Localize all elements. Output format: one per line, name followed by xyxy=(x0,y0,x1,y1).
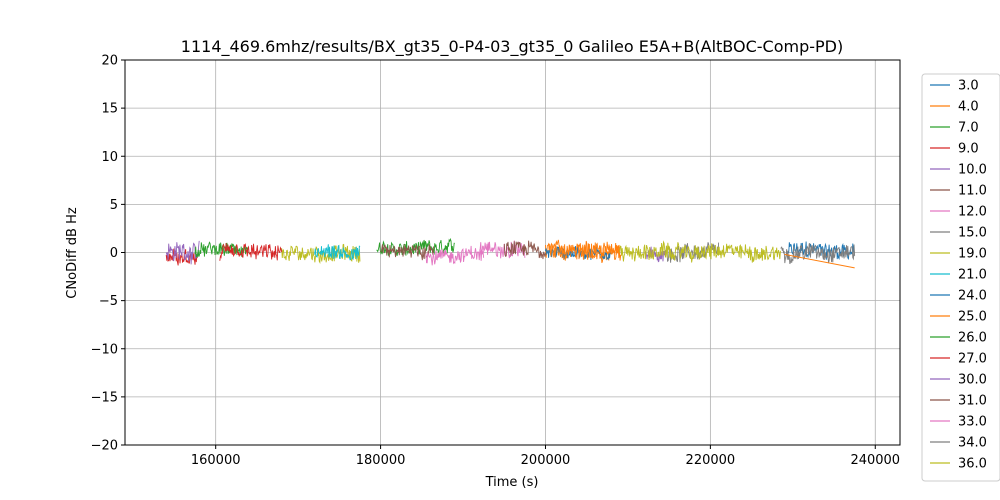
x-tick-label: 180000 xyxy=(356,453,406,468)
series-line-27.0 xyxy=(219,242,283,261)
y-tick-label: −10 xyxy=(91,342,118,357)
legend-label: 25.0 xyxy=(958,310,987,325)
legend-label: 34.0 xyxy=(958,436,987,451)
series-layer xyxy=(165,237,856,269)
legend-label: 9.0 xyxy=(958,142,979,157)
y-tick-label: −20 xyxy=(91,439,118,454)
legend-label: 21.0 xyxy=(958,268,987,283)
x-tick-label: 200000 xyxy=(521,453,571,468)
y-tick-label: −15 xyxy=(91,390,118,405)
legend-label: 33.0 xyxy=(958,415,987,430)
x-tick-label: 160000 xyxy=(191,453,241,468)
series-segment-25.0 xyxy=(784,253,855,269)
y-tick-label: 15 xyxy=(101,102,118,117)
x-tick-label: 220000 xyxy=(686,453,736,468)
legend-label: 19.0 xyxy=(958,247,987,262)
legend-label: 12.0 xyxy=(958,205,987,220)
axes: 160000 180000 200000 220000 240000 −20 −15 −10 −… xyxy=(91,54,901,468)
chart-title: 1114_469.6mhz/results/BX_gt35_0-P4-03_gt… xyxy=(181,37,843,57)
legend-label: 3.0 xyxy=(958,79,979,94)
legend: 3.0 4.0 7.0 9.0 10.0 11.0 12.0 15.0 19.0 21.0 24.0… xyxy=(921,73,1000,482)
series-line-21.0 xyxy=(314,244,361,261)
legend-label: 26.0 xyxy=(958,331,987,346)
y-axis-label: CNoDiff dB Hz xyxy=(65,207,80,299)
legend-label: 7.0 xyxy=(958,121,979,136)
y-tick-label: 20 xyxy=(101,54,118,69)
series-line-34.0 xyxy=(780,242,856,265)
series-line-33.0 xyxy=(425,245,485,266)
legend-label: 4.0 xyxy=(958,100,979,115)
series-line-12.0 xyxy=(479,240,526,259)
y-tick-label: 10 xyxy=(101,150,118,165)
y-tick-label: −5 xyxy=(99,294,118,309)
legend-label: 27.0 xyxy=(958,352,987,367)
y-tick-label: 5 xyxy=(110,198,118,213)
x-axis-label: Time (s) xyxy=(485,475,539,490)
series-line-31.0 xyxy=(503,240,546,260)
series-line-30.0 xyxy=(644,246,666,263)
legend-label: 15.0 xyxy=(958,226,987,241)
x-tick-label: 240000 xyxy=(850,453,900,468)
y-tick-label: 0 xyxy=(110,246,118,261)
legend-label: 30.0 xyxy=(958,373,987,388)
series-line-26.0 xyxy=(194,241,249,258)
legend-label: 24.0 xyxy=(958,289,987,304)
series-line-10.0 xyxy=(165,240,200,265)
legend-label: 10.0 xyxy=(958,163,987,178)
legend-label: 31.0 xyxy=(958,394,987,409)
legend-label: 36.0 xyxy=(958,457,987,472)
series-line-36.0 xyxy=(619,240,781,263)
legend-label: 11.0 xyxy=(958,184,987,199)
series-line-11.0 xyxy=(380,244,435,261)
series-line-25.0 xyxy=(549,239,621,261)
